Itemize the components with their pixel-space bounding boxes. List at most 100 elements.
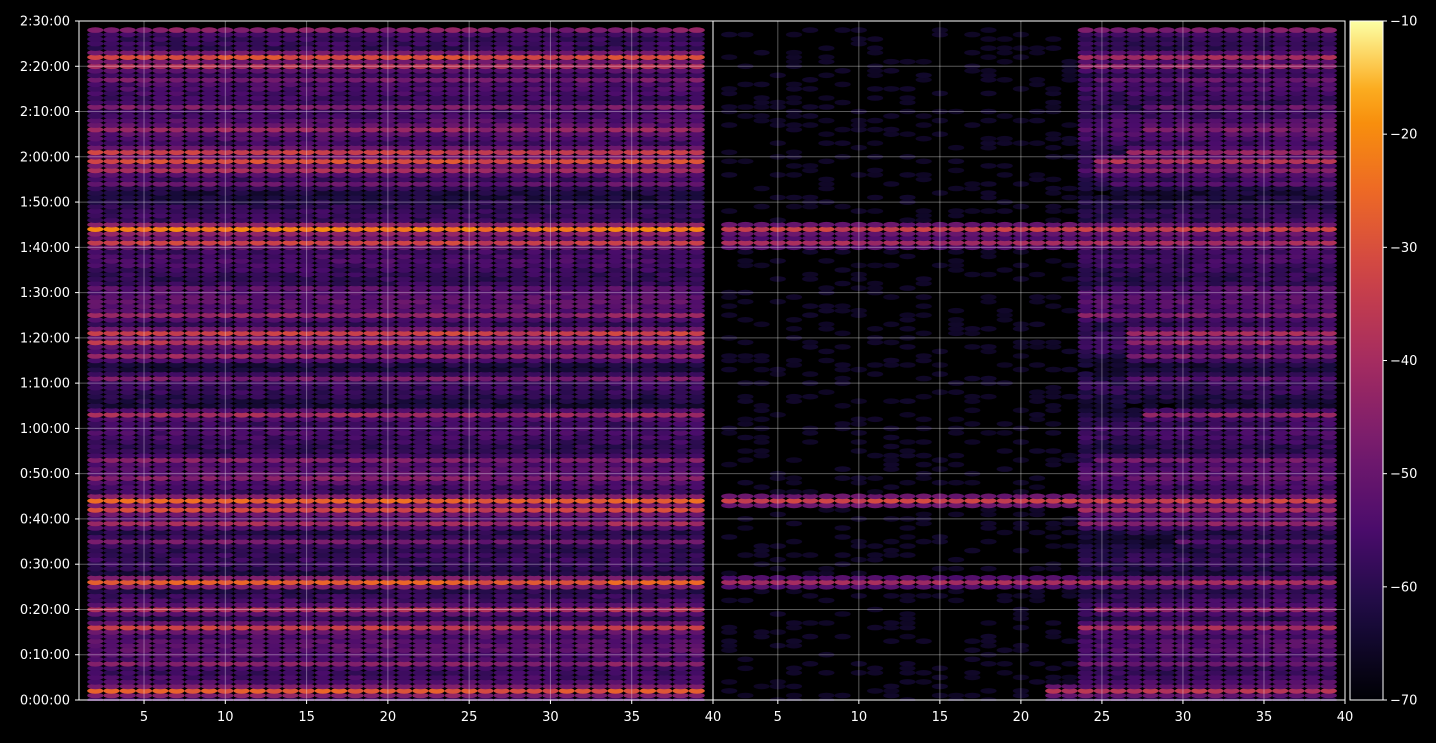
heatmap-cell — [574, 651, 592, 658]
heatmap-cell — [103, 181, 120, 187]
heatmap-cell — [428, 579, 445, 586]
heatmap-cell — [184, 330, 201, 337]
heatmap-cell — [152, 624, 169, 631]
heatmap-cell — [152, 240, 169, 246]
heatmap-cell — [444, 389, 461, 396]
heatmap-cell — [249, 307, 266, 314]
heatmap-cell — [444, 303, 461, 310]
heatmap-cell — [314, 593, 331, 599]
heatmap-cell — [249, 565, 266, 572]
heatmap-cell — [152, 90, 169, 97]
heatmap-cell — [201, 176, 218, 183]
heatmap-cell — [558, 375, 575, 382]
heatmap-cell — [217, 203, 234, 210]
heatmap-cell — [412, 629, 429, 635]
heatmap-cell — [477, 552, 494, 558]
heatmap-cell — [412, 579, 429, 586]
heatmap-cell — [152, 253, 169, 260]
heatmap-cell — [347, 651, 364, 658]
heatmap-cell — [103, 570, 120, 577]
heatmap-cell — [217, 579, 234, 586]
heatmap-cell — [428, 520, 445, 527]
heatmap-cell — [103, 502, 120, 509]
heatmap-cell — [152, 371, 169, 377]
heatmap-cell — [558, 584, 575, 590]
heatmap-cell — [509, 108, 526, 115]
heatmap-cell — [331, 58, 348, 65]
heatmap-cell — [591, 81, 608, 88]
heatmap-cell — [217, 185, 234, 192]
heatmap-cell — [574, 439, 592, 445]
heatmap-cell — [314, 144, 331, 151]
heatmap-cell — [184, 36, 201, 42]
heatmap-cell — [591, 493, 608, 500]
heatmap-cell — [428, 348, 445, 355]
heatmap-cell — [119, 203, 136, 210]
heatmap-cell — [87, 534, 104, 540]
heatmap-cell — [461, 144, 478, 151]
heatmap-cell — [379, 176, 396, 183]
heatmap-cell — [493, 253, 510, 260]
heatmap-cell — [542, 561, 559, 567]
heatmap-cell — [379, 620, 396, 626]
heatmap-cell — [201, 389, 218, 396]
heatmap-cell — [558, 312, 575, 319]
heatmap-cell — [477, 516, 494, 522]
heatmap-cell — [233, 661, 250, 667]
heatmap-cell — [461, 502, 478, 509]
heatmap-cell — [412, 40, 429, 47]
heatmap-cell — [363, 267, 380, 273]
heatmap-cell — [493, 289, 510, 296]
heatmap-cell — [607, 271, 624, 278]
heatmap-cell — [623, 498, 640, 504]
heatmap-cell — [233, 412, 250, 418]
heatmap-cell — [363, 203, 380, 210]
heatmap-cell — [379, 172, 396, 178]
heatmap-cell — [184, 692, 201, 699]
heatmap-cell — [444, 244, 461, 251]
heatmap-cell — [574, 398, 592, 405]
heatmap-cell — [558, 489, 575, 495]
heatmap-cell — [282, 27, 299, 33]
heatmap-cell — [282, 656, 299, 663]
heatmap-cell — [217, 629, 234, 635]
heatmap-cell — [444, 199, 461, 205]
heatmap-cell — [363, 357, 380, 364]
heatmap-cell — [184, 661, 201, 667]
heatmap-cell — [249, 131, 266, 137]
heatmap-cell — [331, 357, 348, 364]
heatmap-cell — [461, 579, 478, 586]
heatmap-cell — [558, 407, 575, 414]
heatmap-cell — [233, 430, 250, 436]
heatmap-cell — [87, 135, 104, 142]
heatmap-cell — [266, 231, 283, 237]
heatmap-cell — [396, 692, 413, 699]
heatmap-cell — [526, 163, 543, 169]
heatmap-cell — [558, 90, 575, 97]
heatmap-cell — [152, 235, 169, 242]
heatmap-cell — [314, 416, 331, 423]
heatmap-cell — [135, 312, 153, 319]
heatmap-cell — [314, 226, 331, 232]
heatmap-cell — [347, 185, 364, 192]
heatmap-cell — [217, 348, 234, 355]
heatmap-cell — [266, 552, 283, 558]
heatmap-cell — [493, 579, 510, 586]
heatmap-cell — [314, 434, 331, 441]
heatmap-cell — [298, 353, 315, 359]
heatmap-cell — [396, 217, 413, 223]
heatmap-cell — [119, 108, 136, 115]
heatmap-cell — [249, 615, 266, 622]
heatmap-cell — [558, 479, 575, 486]
heatmap-cell — [282, 108, 299, 115]
heatmap-cell — [493, 466, 510, 472]
heatmap-cell — [119, 393, 136, 400]
heatmap-cell — [379, 40, 396, 47]
heatmap-cell — [103, 403, 120, 409]
heatmap-cell — [217, 330, 234, 337]
heatmap-cell — [266, 683, 283, 690]
heatmap-cell — [184, 81, 201, 88]
heatmap-cell — [396, 185, 413, 192]
heatmap-cell — [282, 321, 299, 328]
heatmap-cell — [184, 72, 201, 79]
